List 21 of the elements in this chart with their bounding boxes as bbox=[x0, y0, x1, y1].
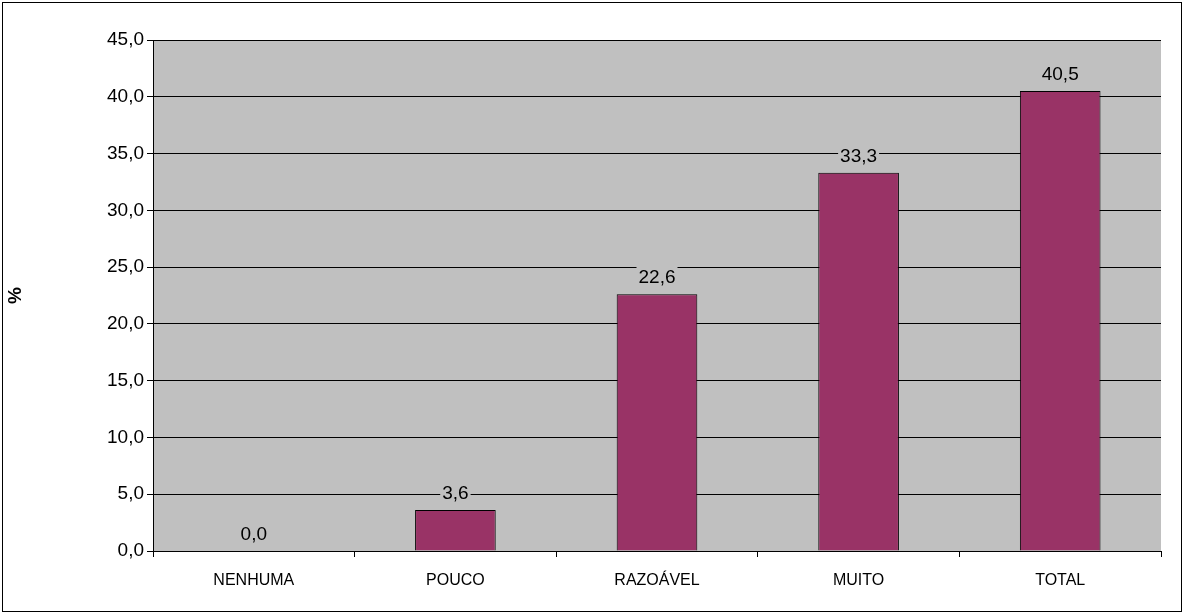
x-tick-label: POUCO bbox=[426, 571, 485, 589]
data-label: 3,6 bbox=[442, 481, 469, 503]
data-label: 0,0 bbox=[240, 522, 268, 544]
y-tick-label: 40,0 bbox=[107, 85, 144, 107]
y-tick-label: 15,0 bbox=[107, 368, 144, 390]
data-label: 33,3 bbox=[840, 144, 878, 166]
data-label: 22,6 bbox=[638, 266, 676, 288]
y-tick-label: 45,0 bbox=[107, 28, 144, 50]
y-tick-label: 0,0 bbox=[117, 539, 144, 561]
y-tick-label: 20,0 bbox=[107, 312, 144, 334]
y-tick-label: 35,0 bbox=[107, 141, 144, 163]
y-tick-label: 30,0 bbox=[107, 198, 144, 220]
y-axis-title: % bbox=[3, 286, 25, 304]
x-tick-label: MUITO bbox=[832, 571, 885, 589]
x-tick-label: NENHUMA bbox=[213, 571, 295, 589]
x-tick-label: TOTAL bbox=[1035, 571, 1086, 589]
data-label: 40,5 bbox=[1041, 62, 1079, 84]
y-tick-label: 10,0 bbox=[107, 425, 144, 447]
y-tick-label: 5,0 bbox=[117, 482, 144, 504]
y-tick-label: 25,0 bbox=[107, 255, 144, 277]
x-tick-label: RAZOÁVEL bbox=[614, 570, 700, 589]
